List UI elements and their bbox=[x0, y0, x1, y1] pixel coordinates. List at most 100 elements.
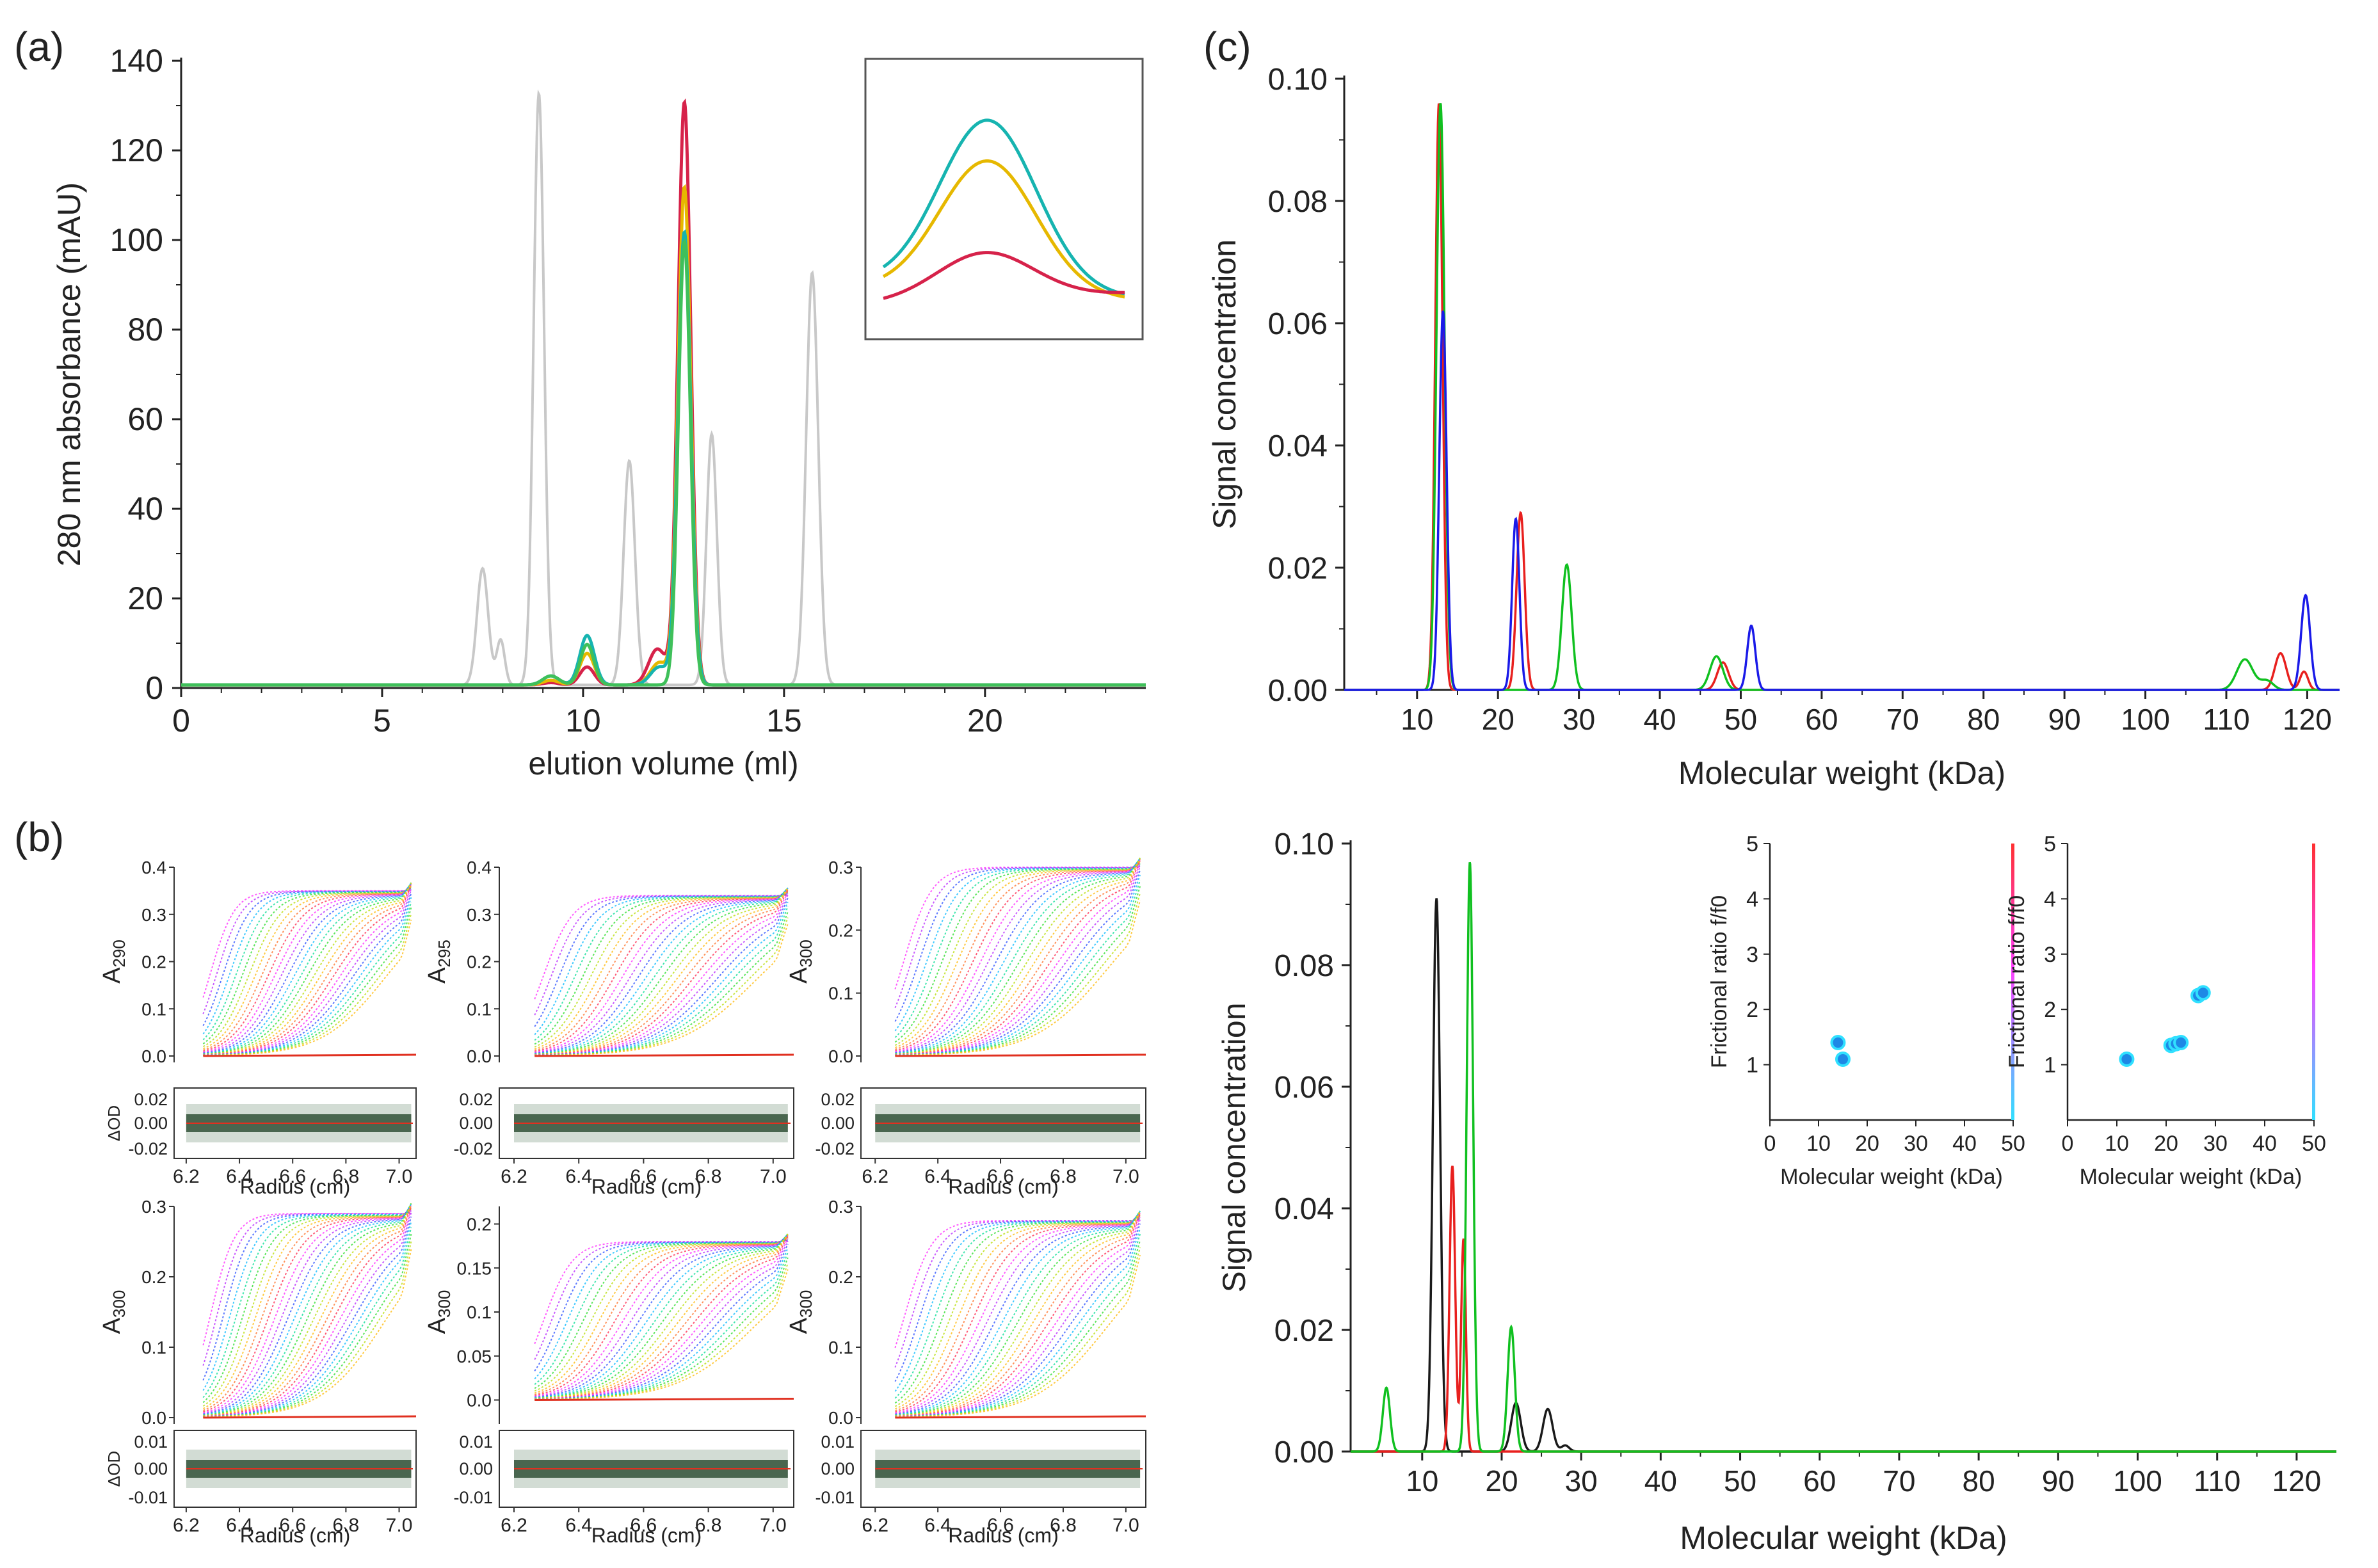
inset-color-bar bbox=[2312, 844, 2315, 1120]
b-res-tick-label: 0.02 bbox=[134, 1090, 168, 1109]
b-residual-frame bbox=[860, 1087, 1146, 1159]
b-scan-curve bbox=[895, 858, 1141, 1054]
b-scan-curve bbox=[534, 1233, 789, 1399]
b-y-tick-label: 0.15 bbox=[457, 1258, 492, 1278]
c-x-tick-label: 110 bbox=[2203, 703, 2249, 736]
b-y-tick-label: 0.0 bbox=[828, 1408, 853, 1428]
b-x-tick-label: 7.0 bbox=[1113, 1515, 1139, 1536]
inset-x-axis-title: Molecular weight (kDa) bbox=[1780, 1165, 2003, 1189]
b-scan-curve bbox=[534, 923, 789, 1057]
b-scan-curve bbox=[534, 1235, 789, 1396]
b-scan-curve bbox=[203, 893, 412, 1056]
b-scan-curve bbox=[894, 862, 1141, 1046]
y-tick-label: 120 bbox=[110, 132, 163, 168]
inset-color-bar bbox=[2011, 844, 2014, 1120]
c-x-tick-label: 90 bbox=[2048, 703, 2081, 736]
b-y-axis-main: A bbox=[99, 1317, 125, 1334]
b-res-tick-label: 0.00 bbox=[134, 1459, 168, 1478]
b-y-tick-label: 0.0 bbox=[141, 1046, 166, 1066]
inset-x-tick-label: 40 bbox=[1952, 1132, 1977, 1156]
c-y-tick-label: 0.02 bbox=[1268, 552, 1328, 586]
c-x-axis-title: Molecular weight (kDa) bbox=[1678, 755, 2005, 791]
b-scan-curve bbox=[202, 1208, 412, 1407]
b-scan-curve bbox=[534, 1236, 789, 1395]
inset-x-tick-label: 40 bbox=[2253, 1132, 2277, 1156]
b-x-tick-label: 6.2 bbox=[862, 1166, 888, 1187]
b-y-tick-label: 0.1 bbox=[467, 999, 492, 1019]
b-scan-curve bbox=[202, 1210, 412, 1391]
b-x-tick-label: 6.6 bbox=[987, 1166, 1014, 1187]
c-x-tick-label: 30 bbox=[1565, 1464, 1598, 1498]
x-axis-title: elution volume (ml) bbox=[528, 746, 798, 781]
inset-x-tick-label: 50 bbox=[2302, 1132, 2326, 1156]
b-scan-curve bbox=[895, 860, 1141, 1052]
b-res-tick-label: -0.01 bbox=[815, 1488, 855, 1507]
b-scan-curve bbox=[895, 1210, 1141, 1416]
inset-point bbox=[2195, 985, 2211, 1001]
b-x-tick-label: 6.6 bbox=[631, 1166, 657, 1187]
b-y-axis-main: A bbox=[785, 1317, 812, 1334]
inset-y-tick-label: 4 bbox=[1746, 887, 1758, 911]
c-x-tick-label: 70 bbox=[1886, 703, 1919, 736]
b-scan-curve bbox=[534, 1238, 789, 1385]
c-y-tick-label: 0.04 bbox=[1274, 1192, 1334, 1226]
b-scan-curve bbox=[534, 894, 789, 1056]
b-y-tick-label: 0.2 bbox=[467, 1215, 492, 1235]
b-y-axis-subscript: 300 bbox=[796, 1290, 815, 1318]
b-baseline-fit bbox=[895, 1415, 1146, 1419]
b-y-axis-main: A bbox=[424, 1317, 451, 1334]
b-scan-curve bbox=[895, 1210, 1141, 1416]
b-scan-curve bbox=[895, 861, 1141, 1048]
b-scan-curve bbox=[534, 888, 789, 1054]
inset-frame bbox=[864, 58, 1144, 340]
inset-y-tick-label: 1 bbox=[1746, 1053, 1758, 1078]
c-series-line bbox=[1344, 102, 2340, 691]
b-res-tick-label: 0.01 bbox=[821, 1432, 855, 1452]
b-x-tick-label: 6.2 bbox=[173, 1515, 200, 1536]
b-residual-frame bbox=[499, 1087, 794, 1159]
b-scan-curve bbox=[894, 1217, 1141, 1399]
inset-point bbox=[1835, 1051, 1851, 1067]
b-y-axis-title: A300 bbox=[785, 1290, 815, 1334]
b-scan-curve bbox=[534, 1233, 789, 1400]
inset-x-tick-label: 50 bbox=[2001, 1132, 2025, 1156]
b-res-tick-label: 0.00 bbox=[459, 1114, 493, 1133]
b-scan-curve bbox=[534, 1240, 788, 1360]
b-baseline-fit bbox=[534, 1398, 794, 1401]
c-series-line bbox=[1351, 1165, 2336, 1453]
b-y-axis-subscript: 300 bbox=[109, 1290, 129, 1318]
panel-label-a: (a) bbox=[14, 24, 64, 70]
b-scan-curve bbox=[534, 889, 789, 1052]
b-scan-curve bbox=[203, 1204, 412, 1417]
b-scan-curve bbox=[534, 897, 789, 1056]
b-y-tick-label: 0.2 bbox=[141, 1267, 166, 1287]
b-scan-curve bbox=[202, 1212, 412, 1366]
b-scan-curve bbox=[895, 900, 1141, 1057]
b-baseline-fit bbox=[203, 1053, 417, 1057]
c-series-line bbox=[1344, 310, 2340, 691]
c-y-axis-title: Signal concentration bbox=[1216, 1002, 1252, 1292]
inset-y-tick-label: 5 bbox=[1746, 832, 1758, 856]
b-baseline-fit bbox=[203, 1415, 417, 1419]
b-y-axis-subscript: 300 bbox=[796, 940, 815, 967]
b-y-axis-subscript: 290 bbox=[109, 940, 129, 967]
b-res-tick-label: 0.01 bbox=[134, 1432, 168, 1452]
b-residual-frame bbox=[499, 1430, 794, 1508]
b-scan-curve bbox=[895, 1213, 1141, 1413]
b-res-tick-label: -0.01 bbox=[453, 1488, 493, 1507]
b-y-tick-label: 0.2 bbox=[828, 1267, 853, 1287]
b-res-tick-label: 0.02 bbox=[459, 1090, 493, 1109]
b-x-tick-label: 7.0 bbox=[386, 1515, 413, 1536]
x-tick-label: 0 bbox=[172, 703, 190, 739]
b-scan-curve bbox=[895, 857, 1141, 1055]
b-scan-curve bbox=[534, 1235, 789, 1397]
c-x-tick-label: 50 bbox=[1724, 1464, 1756, 1498]
b-y-tick-label: 0.05 bbox=[457, 1347, 492, 1366]
b-y-axis-title: A300 bbox=[424, 1290, 454, 1334]
panel-label-c: (c) bbox=[1203, 24, 1251, 70]
b-x-tick-label: 6.4 bbox=[924, 1166, 951, 1187]
b-scan-curve bbox=[895, 858, 1141, 1053]
b-scan-curve bbox=[202, 886, 412, 1048]
c-x-tick-label: 90 bbox=[2042, 1464, 2075, 1498]
